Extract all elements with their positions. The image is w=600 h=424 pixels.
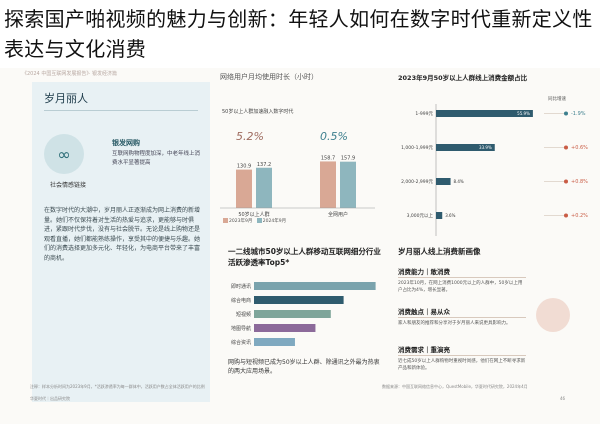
legend-2023: 2023年9月 <box>229 219 253 224</box>
category-label: 短视频 <box>236 311 251 318</box>
bar <box>254 324 316 332</box>
bar-value-label: 157.9 <box>341 156 355 162</box>
report-header: 《2024 中国互联网发展报告》· 银发经济篇 <box>22 71 117 77</box>
usage-chart-legend: 2023年9月 2024年9月 <box>220 218 286 224</box>
data-source: 数据来源：中国互联网络信息中心，QuestMobile，华夏时代研究院，2024… <box>382 384 528 389</box>
article-headline: 探索国产啪视频的魅力与创新：年轻人如何在数字时代重新定义性表达与文化消费 <box>4 7 593 61</box>
spend-bar-chart: 1-999元 55.9% -1.9% 1,000-1,999元 33.9% +0.6% 2,… <box>401 104 588 236</box>
bar-value-label: 137.2 <box>257 162 271 168</box>
persona-tag-spending: 消费能力｜敢消费 2023年10月，在网上消费1000元以上的人群中，50岁以上… <box>398 266 526 294</box>
bar <box>254 338 295 346</box>
bar <box>436 212 443 219</box>
category-label: 1,000-1,999元 <box>401 145 433 151</box>
penetration-note: 网购与短视频已成为50岁以上人群、除通讯之外最为热衷的两大应用场景。 <box>228 359 380 375</box>
bar <box>254 282 376 290</box>
legend-2024: 2024年9月 <box>262 219 287 224</box>
usage-chart-title: 网络用户月均使用时长（小时） <box>220 73 318 81</box>
growth-label: +0.8% <box>571 179 588 185</box>
tag-heading: 消费触点｜易从众 <box>398 306 526 318</box>
link-icon: ∞ <box>44 134 84 174</box>
growth-pct-all: 0.5% <box>320 130 348 143</box>
divider <box>44 110 198 111</box>
tag-body: 家人和朋友的推荐和分享对于岁月丽人来说更具影响力。 <box>398 321 511 326</box>
bar <box>256 167 272 208</box>
page-number: 46 <box>560 396 566 401</box>
bar-value-label: 158.7 <box>321 155 335 161</box>
spend-growth-legend: 同比增速 <box>548 97 566 102</box>
category-label: 综合资讯 <box>231 339 251 346</box>
persona-tag-demand: 消费需求｜重演亮 近七成50岁以上人群购物时重视时尚感，他们在网上不断寻求新产品… <box>398 344 526 372</box>
bar-value-label: 130.9 <box>237 164 251 170</box>
bar <box>340 161 356 208</box>
category-label: 1-999元 <box>415 111 433 117</box>
bar-value-label: 33.9% <box>479 145 492 150</box>
usage-bar-chart: 130.9 137.2 50岁以上人群 158.7 157.9 全网用户 <box>220 155 375 218</box>
left-paragraph: 在数字时代的大潮中，岁月丽人正逐渐成为网上消费的新增量。她们不仅保持着对生活的热… <box>44 207 201 262</box>
tag-body: 2023年10月，在网上消费1000元以上的人群中，50岁以上用户占比为4%，增… <box>398 281 523 293</box>
growth-dot <box>564 111 568 116</box>
bar <box>436 178 451 185</box>
case-title: 银发网购 <box>112 139 140 147</box>
growth-dot <box>564 179 568 184</box>
bar-value-label: 55.9% <box>517 111 530 116</box>
persona-avatar <box>536 298 570 332</box>
persona-title: 岁月丽人线上消费新画像 <box>398 247 481 256</box>
persona-tag-touchpoint: 消费触点｜易从众 家人和朋友的推荐和分享对于岁月丽人来说更具影响力。 <box>398 306 526 327</box>
left-panel-title: 岁月丽人 <box>44 92 88 105</box>
growth-label: +0.2% <box>571 213 588 219</box>
category-label: 全网用户 <box>328 211 348 218</box>
tag-body: 近七成50岁以上人群购物时重视时尚感，他们在网上不断寻求新产品和新体验。 <box>398 359 526 371</box>
spend-chart-title: 2023年9月50岁以上人群线上消费金额占比 <box>398 74 528 82</box>
bar-value-label: 8.4% <box>454 179 464 184</box>
footnote: 注释：样本分析时间为2023年9月，*活跃渗透率为每一群体中，活跃用户数占全体活… <box>30 384 205 389</box>
category-label: 2,000-2,999元 <box>401 179 433 185</box>
growth-dot <box>564 145 568 150</box>
category-label: 3,000元以上 <box>407 212 434 219</box>
bar <box>254 296 344 304</box>
left-panel: 岁月丽人 ∞ 社会情感链接 银发网购 互联网购物程度加深，中老年线上消费水平显著… <box>32 82 210 402</box>
report-image: 《2024 中国互联网发展报告》· 银发经济篇 岁月丽人 ∞ 社会情感链接 银发… <box>0 68 600 424</box>
bar <box>236 169 252 208</box>
penetration-chart-title: 一二线城市50岁以上人群移动互联网细分行业活跃渗透率Top5* <box>228 247 381 267</box>
growth-pct-50plus: 5.2% <box>236 130 264 143</box>
bar-value-label: 3.6% <box>445 213 455 218</box>
bar <box>320 161 336 208</box>
category-label: 地图导航 <box>231 325 251 332</box>
bar <box>254 310 331 318</box>
category-label: 50岁以上人群 <box>238 211 269 218</box>
case-text: 互联网购物程度加深，中老年线上消费水平显著提高 <box>112 151 201 166</box>
bar <box>436 110 533 117</box>
category-label: 综合电商 <box>231 297 251 304</box>
tag-heading: 消费需求｜重演亮 <box>398 344 526 356</box>
growth-dot <box>564 213 568 218</box>
bar <box>436 144 495 151</box>
growth-label: +0.6% <box>571 145 588 151</box>
icon-label: 社会情感链接 <box>49 182 86 189</box>
tag-heading: 消费能力｜敢消费 <box>398 266 526 278</box>
category-label: 即时通讯 <box>231 283 251 290</box>
usage-chart-subtitle: 50岁以上人群加速融入数字时代 <box>222 109 294 115</box>
publisher: 华夏时代｜出品研究院 <box>30 396 70 401</box>
growth-label: -1.9% <box>571 111 586 117</box>
